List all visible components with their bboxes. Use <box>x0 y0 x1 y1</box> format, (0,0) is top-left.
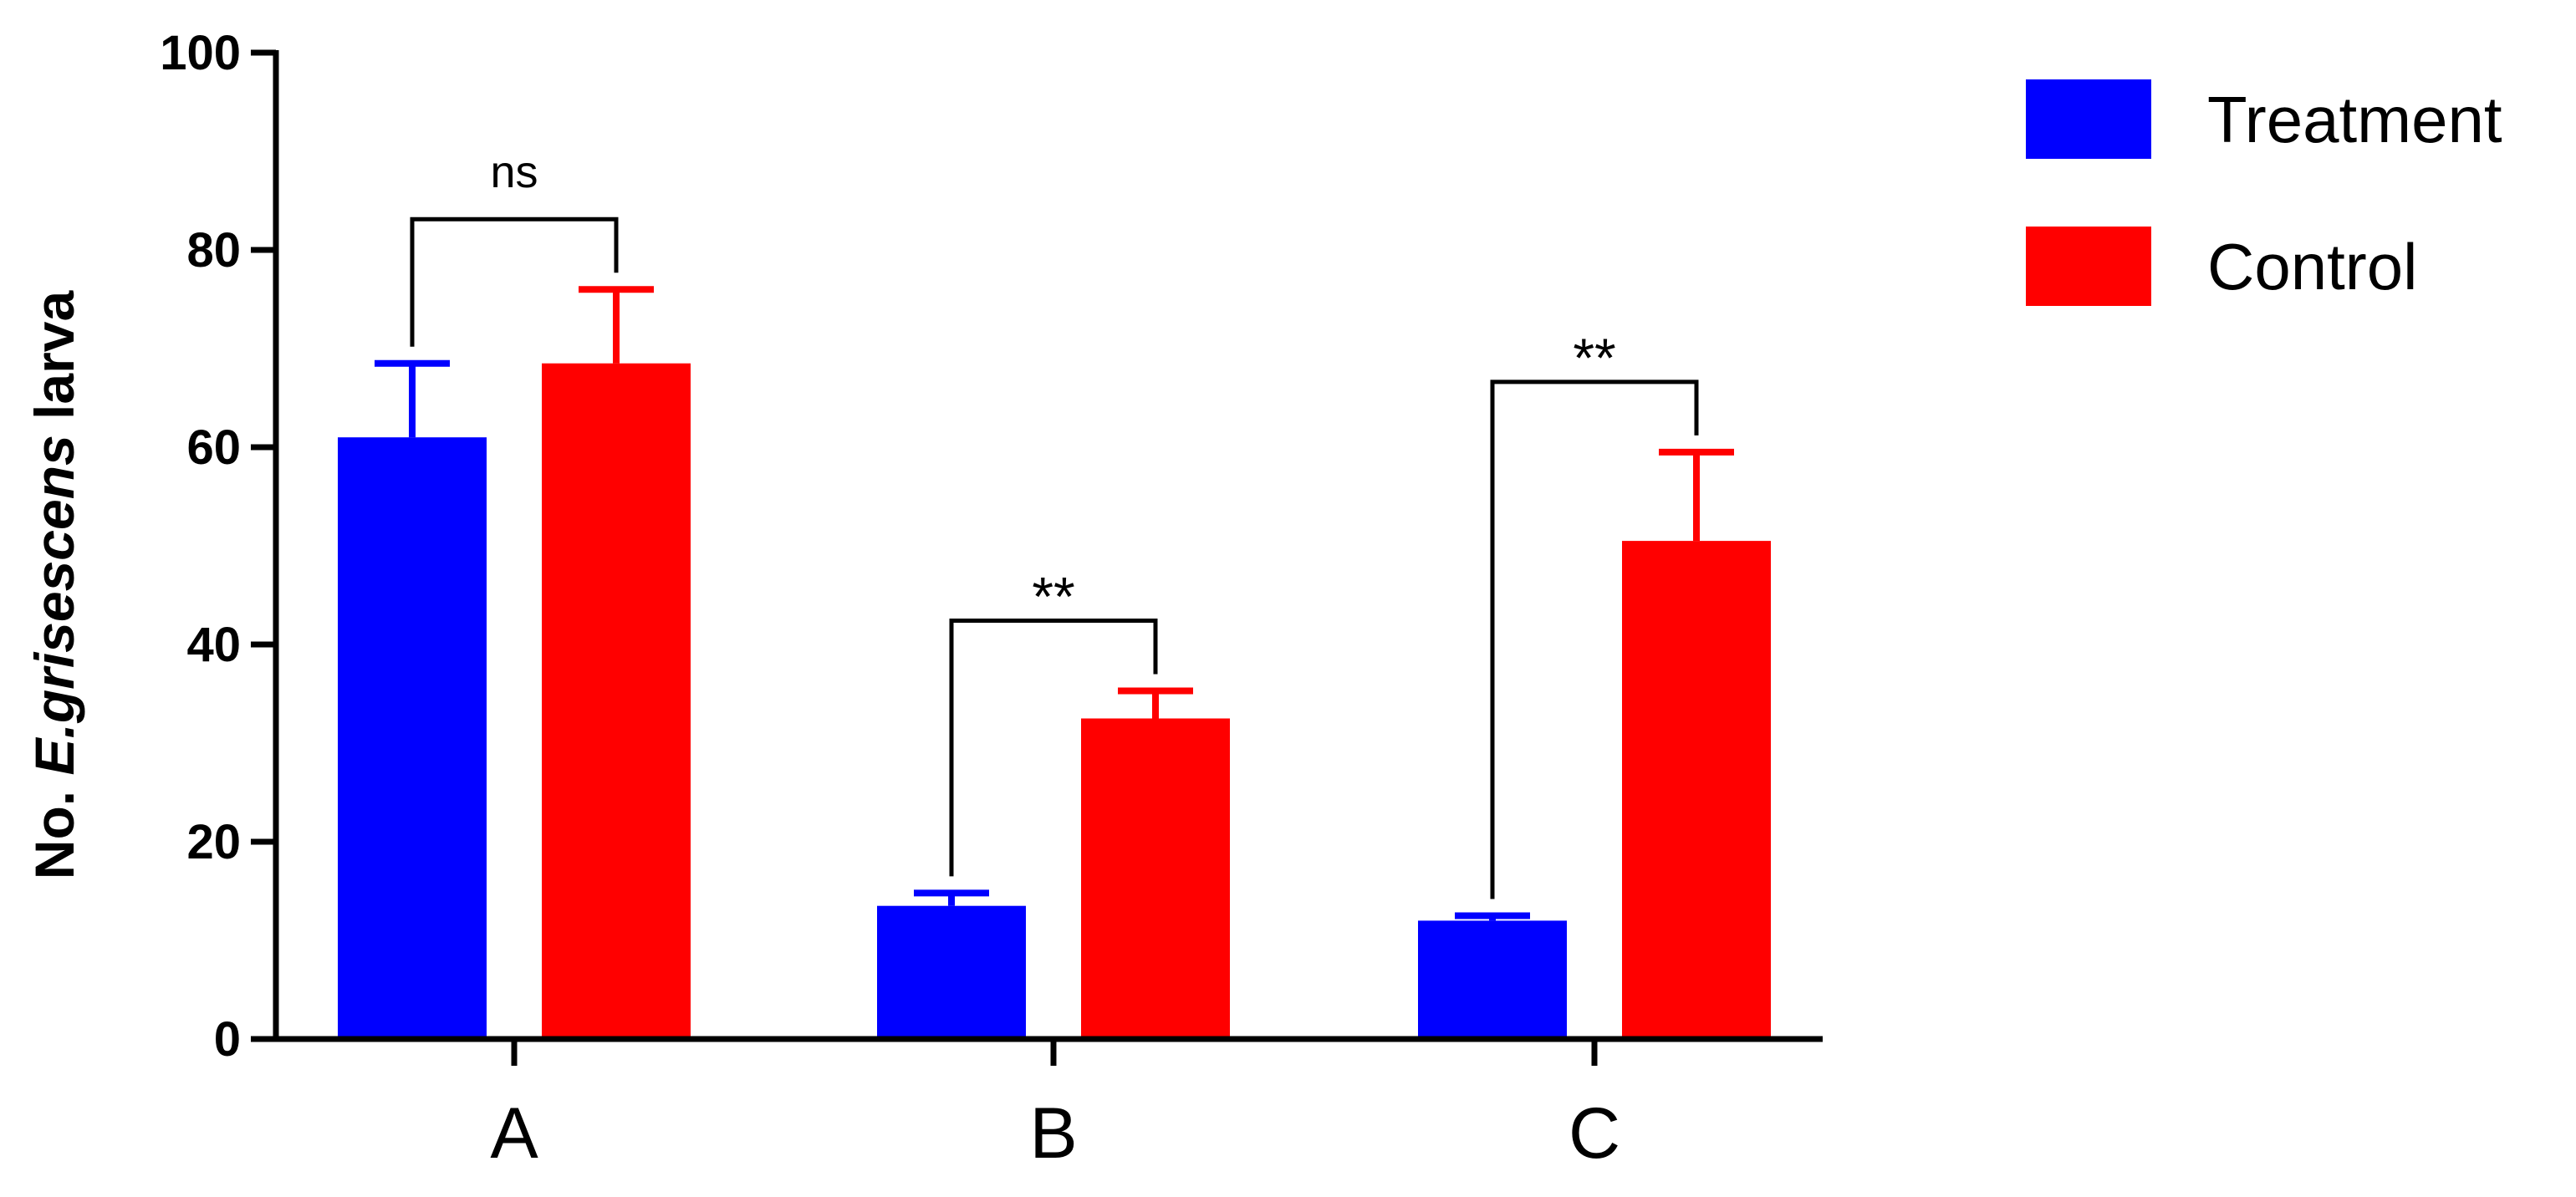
x-tick-label-b: B <box>1029 1093 1077 1174</box>
significance-bracket-b <box>949 618 1158 877</box>
x-tick-label-c: C <box>1569 1093 1620 1174</box>
bar-treatment-c <box>1418 920 1567 1039</box>
plot-area: ns ** ** 0 20 40 60 80 100 A B C <box>160 26 1823 1174</box>
y-axis-label-suffix: larva <box>23 290 85 436</box>
bar-treatment-a <box>338 437 487 1039</box>
legend-label-treatment: Treatment <box>2207 83 2502 156</box>
legend-label-control: Control <box>2207 230 2417 303</box>
y-tick-label-20: 20 <box>186 815 241 869</box>
y-tick-label-80: 80 <box>186 223 241 278</box>
y-axis-label: No. E.grisescens larva <box>23 290 85 880</box>
significance-bracket-c <box>1490 379 1699 899</box>
svg-text:No. E.grisescens larva: No. E.grisescens larva <box>23 290 85 880</box>
y-tick-label-60: 60 <box>186 420 241 475</box>
legend: Treatment Control <box>2026 79 2502 306</box>
significance-label-b: ** <box>1032 565 1074 627</box>
significance-label-a: ns <box>490 147 538 197</box>
bar-control-b <box>1081 718 1230 1039</box>
bar-treatment-b <box>877 905 1026 1039</box>
legend-swatch-control <box>2026 227 2151 306</box>
y-axis-label-species: E.grisescens <box>23 435 85 775</box>
y-tick-label-0: 0 <box>214 1012 241 1067</box>
significance-bracket-a <box>410 216 619 347</box>
y-tick-label-40: 40 <box>186 618 241 672</box>
x-tick-label-a: A <box>490 1093 538 1174</box>
significance-label-c: ** <box>1573 327 1615 389</box>
legend-swatch-treatment <box>2026 79 2151 159</box>
y-tick-label-100: 100 <box>160 26 241 80</box>
y-axis-label-prefix: No. <box>23 776 85 880</box>
bar-control-a <box>542 363 691 1039</box>
bar-control-c <box>1622 541 1771 1039</box>
